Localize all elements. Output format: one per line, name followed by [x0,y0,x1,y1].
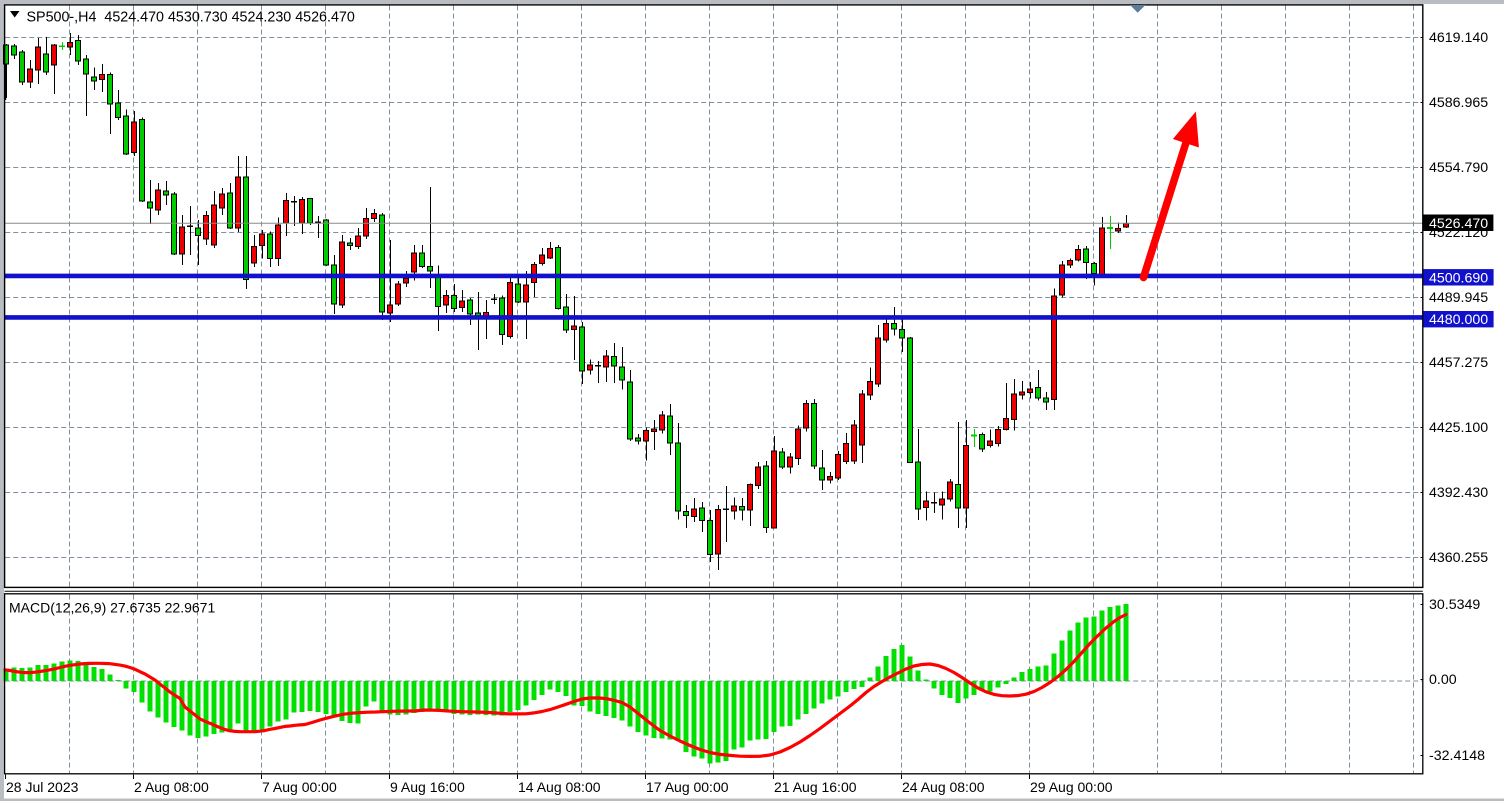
svg-text:7 Aug 00:00: 7 Aug 00:00 [262,779,337,795]
svg-text:MACD(12,26,9) 27.6735 22.9671: MACD(12,26,9) 27.6735 22.9671 [9,600,215,616]
svg-text:4619.140: 4619.140 [1429,30,1488,46]
svg-text:SP500-,H4 4524.470 4530.730 4: SP500-,H4 4524.470 4530.730 4524.230 452… [27,9,355,25]
svg-text:4489.945: 4489.945 [1429,290,1488,306]
svg-text:4526.470: 4526.470 [1429,216,1488,232]
svg-text:28 Jul 2023: 28 Jul 2023 [6,779,79,795]
svg-text:29 Aug 00:00: 29 Aug 00:00 [1030,779,1113,795]
svg-text:9 Aug 16:00: 9 Aug 16:00 [390,779,465,795]
svg-text:-32.4148: -32.4148 [1429,748,1485,764]
svg-text:14 Aug 08:00: 14 Aug 08:00 [518,779,601,795]
svg-text:4425.100: 4425.100 [1429,420,1488,436]
svg-text:4360.255: 4360.255 [1429,550,1488,566]
svg-text:4457.275: 4457.275 [1429,355,1488,371]
svg-text:4554.790: 4554.790 [1429,160,1488,176]
svg-text:0.00: 0.00 [1429,672,1457,688]
svg-text:24 Aug 08:00: 24 Aug 08:00 [902,779,985,795]
svg-text:4392.430: 4392.430 [1429,485,1488,501]
svg-text:4500.690: 4500.690 [1429,270,1488,286]
svg-text:21 Aug 16:00: 21 Aug 16:00 [774,779,857,795]
svg-text:2 Aug 08:00: 2 Aug 08:00 [134,779,209,795]
svg-text:4480.000: 4480.000 [1429,312,1488,328]
svg-text:4586.965: 4586.965 [1429,95,1488,111]
svg-text:30.5349: 30.5349 [1429,597,1480,613]
svg-text:17 Aug 00:00: 17 Aug 00:00 [646,779,729,795]
